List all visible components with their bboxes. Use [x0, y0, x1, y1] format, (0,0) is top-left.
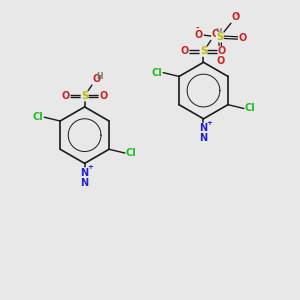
Text: O: O: [99, 91, 107, 101]
Text: O: O: [212, 29, 220, 39]
Text: O: O: [62, 91, 70, 101]
Text: O: O: [92, 74, 101, 84]
Text: Cl: Cl: [245, 103, 256, 113]
Text: O: O: [217, 56, 225, 66]
Text: N: N: [200, 133, 208, 143]
Text: Cl: Cl: [33, 112, 44, 122]
Text: +: +: [88, 164, 94, 170]
Text: -: -: [196, 24, 199, 33]
Text: S: S: [200, 46, 207, 56]
Text: Cl: Cl: [126, 148, 136, 158]
Text: O: O: [195, 30, 203, 40]
Text: N: N: [80, 168, 89, 178]
Text: H: H: [97, 73, 103, 82]
Text: O: O: [232, 13, 240, 22]
Text: O: O: [238, 33, 247, 43]
Text: O: O: [181, 46, 189, 56]
Text: +: +: [206, 120, 212, 126]
Text: H: H: [216, 28, 222, 37]
Text: Cl: Cl: [152, 68, 162, 78]
Text: N: N: [200, 123, 208, 133]
Text: -: -: [235, 11, 239, 20]
Text: N: N: [80, 178, 89, 188]
Text: S: S: [216, 32, 224, 42]
Text: O: O: [218, 46, 226, 56]
Text: S: S: [81, 91, 88, 101]
